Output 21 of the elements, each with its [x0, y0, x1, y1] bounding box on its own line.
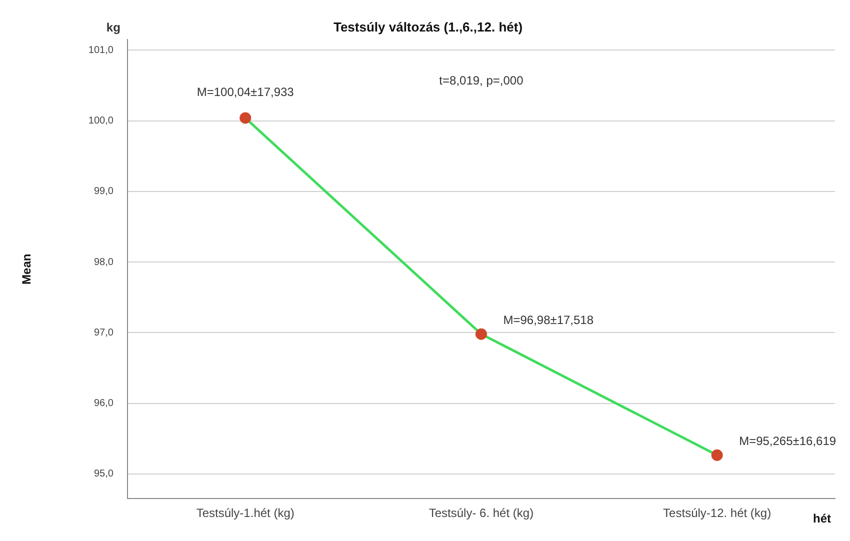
y-tick-label: 98,0	[94, 256, 114, 268]
y-tick-label: 97,0	[94, 327, 114, 338]
text: kg	[106, 20, 120, 35]
y-tick-label: 100,0	[88, 116, 114, 127]
y-tick-label: 101,0	[88, 44, 114, 56]
x-axis-title: hét	[813, 512, 832, 526]
point	[240, 112, 252, 124]
x-tick-label: Testsúly- 6. hét (kg)	[428, 506, 534, 520]
point	[475, 328, 487, 340]
y-tick-label: 99,0	[94, 186, 114, 198]
point	[711, 449, 723, 461]
annotation: M=100,04±17,933	[196, 84, 294, 99]
annotation: M=96,98±17,518	[503, 313, 594, 328]
annotation: t=8,019, p=,000	[439, 74, 524, 88]
y-axis-title: Mean	[20, 254, 34, 284]
annotation: M=95,265±16,619	[739, 434, 836, 448]
x-tick-label: Testsúly-1.hét (kg)	[196, 506, 294, 520]
x-tick-label: Testsúly-12. hét (kg)	[663, 506, 772, 520]
y-tick-label: 96,0	[94, 398, 114, 410]
chart-title: Testsúly változás (1.,6.,12. hét)	[333, 19, 523, 34]
y-tick-label: 95,0	[94, 468, 114, 480]
